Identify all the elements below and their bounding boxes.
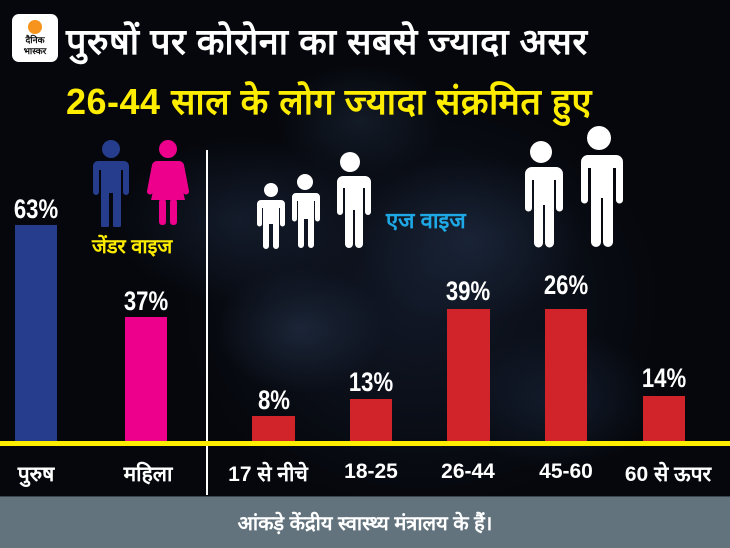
- bar-age-over-60: [643, 396, 685, 442]
- category-label-age-26-44: 26-44: [441, 460, 495, 483]
- bar-value-female: 37%: [123, 286, 169, 316]
- gender-wise-label: जेंडर वाइज: [92, 236, 173, 258]
- chart-baseline: [0, 441, 730, 446]
- bar-age-26-44: [447, 309, 490, 442]
- bar-value-age-under-17: 8%: [257, 385, 291, 415]
- section-divider: [206, 150, 208, 495]
- page-title: पुरुषों पर कोरोना का सबसे ज्यादा असर: [66, 21, 588, 62]
- bar-value-age-over-60: 14%: [641, 363, 687, 393]
- category-label-age-under-17: 17 से नीचे: [228, 463, 308, 486]
- child-small-icon: [257, 183, 285, 249]
- bar-female: [125, 317, 167, 442]
- bar-age-18-25: [350, 399, 392, 442]
- category-label-age-18-25: 18-25: [344, 460, 398, 483]
- female-person-icon: [147, 140, 189, 225]
- bar-value-age-18-25: 13%: [348, 367, 394, 397]
- adult-middle-icon: [525, 141, 563, 248]
- bar-value-age-26-44: 39%: [445, 276, 491, 306]
- adult-senior-icon: [581, 126, 623, 247]
- bar-value-age-45-60: 26%: [543, 270, 589, 300]
- page-subtitle: 26-44 साल के लोग ज्यादा संक्रमित हुए: [66, 81, 592, 122]
- child-medium-icon: [292, 174, 320, 248]
- male-person-icon: [93, 140, 129, 227]
- bar-value-male: 63%: [13, 194, 59, 224]
- category-label-male: पुरुष: [17, 463, 55, 486]
- category-label-age-over-60: 60 से ऊपर: [624, 463, 712, 486]
- bar-male: [15, 225, 57, 442]
- age-wise-label: एज वाइज: [386, 208, 466, 233]
- source-footer: आंकड़े केंद्रीय स्वास्थ्य मंत्रालय के है…: [0, 496, 730, 548]
- sun-icon: [28, 20, 42, 34]
- category-label-female: महिला: [123, 463, 173, 486]
- logo-line2: भास्कर: [23, 46, 47, 56]
- category-label-age-45-60: 45-60: [539, 460, 593, 483]
- bar-age-45-60: [545, 309, 587, 442]
- source-note: आंकड़े केंद्रीय स्वास्थ्य मंत्रालय के है…: [237, 513, 493, 535]
- dainik-bhaskar-logo: दैनिक भास्कर: [12, 14, 58, 62]
- adult-young-icon: [335, 152, 371, 248]
- bar-age-under-17: [252, 416, 295, 442]
- logo-line1: दैनिक: [25, 35, 45, 45]
